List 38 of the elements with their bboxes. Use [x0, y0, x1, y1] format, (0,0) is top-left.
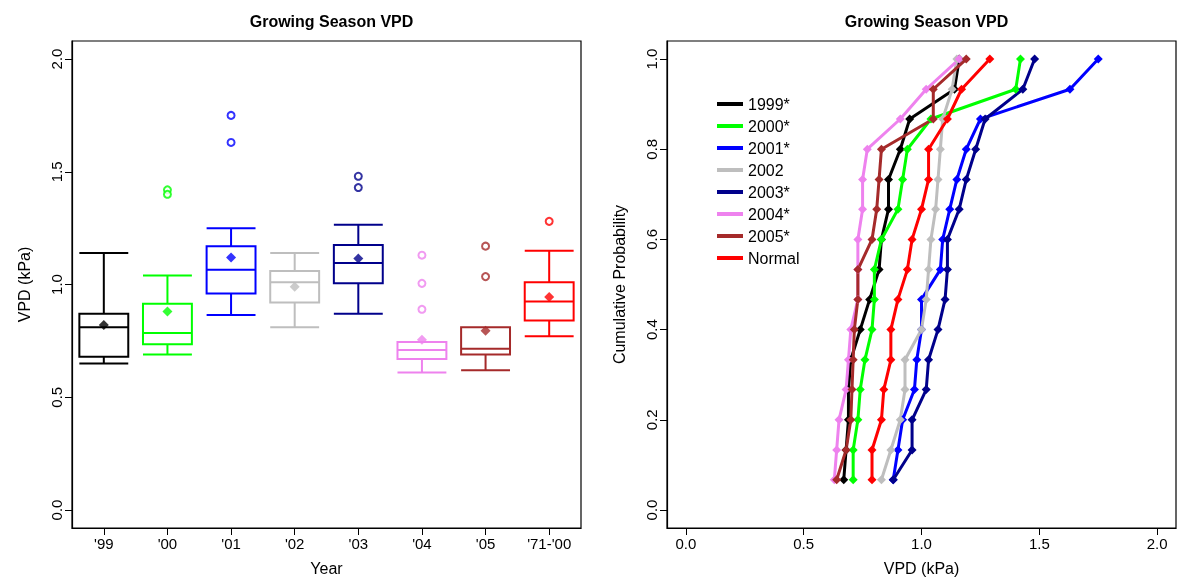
- legend-label: 2000*: [748, 117, 790, 135]
- y-tick-label: 0.6: [643, 228, 660, 250]
- x-tick-label: 1.5: [1028, 535, 1050, 552]
- legend-label: 2002: [748, 161, 784, 179]
- y-tick-label: 0.0: [643, 499, 660, 521]
- legend-label: 2005*: [748, 227, 790, 245]
- legend-label: 1999*: [748, 95, 790, 113]
- legend-label: 2003*: [748, 183, 790, 201]
- y-tick-label: 2.0: [48, 48, 65, 70]
- x-tick-label: 0.5: [793, 535, 815, 552]
- y-axis-title: VPD (kPa): [15, 246, 33, 323]
- legend-label: 2004*: [748, 205, 790, 223]
- x-tick-label: '02: [284, 535, 305, 552]
- y-tick-label: 0.4: [643, 319, 660, 341]
- x-tick-label: 1.0: [911, 535, 932, 552]
- x-tick-label: '01: [221, 535, 241, 552]
- y-tick-label: 1.0: [48, 274, 65, 295]
- chart-title: Growing Season VPD: [249, 12, 414, 30]
- chart-title: Growing Season VPD: [844, 12, 1009, 30]
- y-tick-label: 1.5: [48, 161, 65, 183]
- x-tick-label: '05: [475, 535, 496, 552]
- x-axis-title: VPD (kPa): [883, 559, 960, 577]
- y-axis-title: Cumulative Probability: [610, 204, 628, 365]
- x-tick-label: 0.0: [675, 535, 697, 552]
- legend-label: 2001*: [748, 139, 790, 157]
- x-tick-label: '03: [348, 535, 369, 552]
- y-tick-label: 1.0: [643, 48, 660, 70]
- x-tick-label: 2.0: [1146, 535, 1168, 552]
- x-tick-label: '99: [94, 535, 114, 552]
- y-tick-label: 0.2: [643, 409, 660, 431]
- x-tick-label: '04: [412, 535, 432, 552]
- y-tick-label: 0.0: [48, 499, 65, 521]
- y-tick-label: 0.5: [48, 386, 65, 408]
- y-tick-label: 0.8: [643, 138, 660, 160]
- x-axis-title: Year: [310, 559, 344, 577]
- x-tick-label: '00: [157, 535, 178, 552]
- legend-label: Normal: [748, 249, 800, 267]
- x-tick-label: '71-'00: [527, 535, 572, 552]
